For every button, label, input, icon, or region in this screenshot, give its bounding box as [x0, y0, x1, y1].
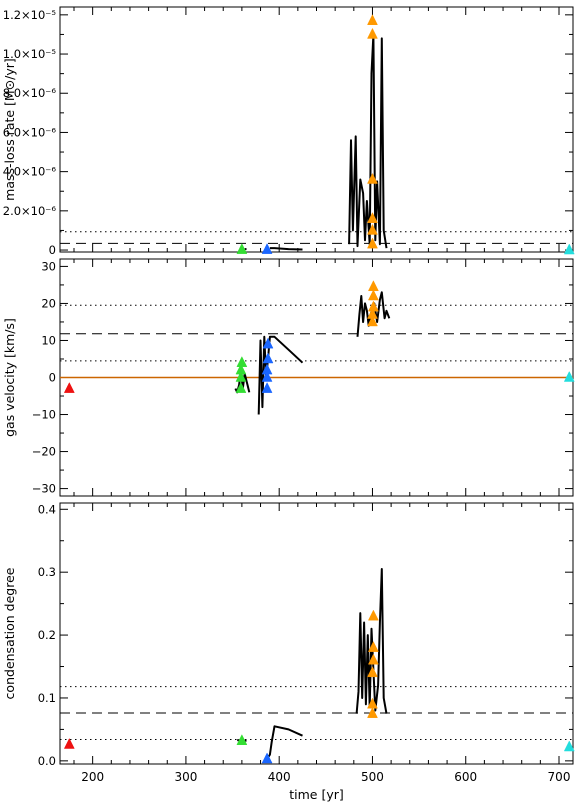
data-marker-triangle	[235, 382, 247, 393]
y-tick-label: 2.0×10⁻⁶	[3, 204, 57, 218]
x-axis-label: time [yr]	[289, 787, 344, 802]
data-marker-triangle	[63, 382, 75, 393]
data-marker-triangle	[367, 27, 378, 39]
data-series-line	[266, 725, 303, 760]
y-tick-label: 1.2×10⁻⁵	[3, 8, 57, 22]
plot-frame	[59, 502, 574, 765]
data-marker-triangle	[235, 370, 247, 382]
y-tick-label: 0.4	[38, 502, 56, 516]
x-tick-label: 600	[454, 770, 477, 784]
data-marker-triangle	[367, 14, 378, 25]
data-marker-triangle	[563, 243, 575, 255]
y-axis-label: mass-loss rate [M⊙/yr]	[2, 58, 17, 201]
y-tick-label: −10	[32, 408, 56, 422]
condensation-panel: 200 300 400 500 600 700 0.0 0.1 0.2 0.3 0.4 condens…	[2, 502, 575, 802]
data-marker-triangle	[367, 707, 378, 718]
data-marker-triangle	[262, 337, 274, 349]
data-marker-triangle	[367, 666, 378, 678]
data-marker-triangle	[236, 243, 248, 254]
y-axis-label: gas velocity [km/s]	[2, 318, 17, 437]
data-marker-triangle	[261, 363, 273, 375]
data-marker-triangle	[367, 300, 379, 312]
data-marker-triangle	[236, 734, 248, 745]
data-marker-triangle	[367, 223, 378, 235]
y-tick-label: 0	[49, 243, 56, 257]
data-marker-triangle	[63, 737, 75, 749]
data-marker-triangle	[236, 356, 248, 367]
x-tick-label: 700	[548, 770, 571, 784]
y-tick-label: 10	[41, 333, 56, 347]
data-series-line	[269, 247, 303, 251]
y-tick-label: 0.1	[38, 691, 56, 705]
y-tick-label: 20	[41, 296, 56, 310]
y-tick-label: −30	[32, 482, 56, 496]
data-marker-triangle	[261, 382, 273, 393]
data-marker-triangle	[367, 212, 378, 223]
x-tick-label: 500	[361, 770, 384, 784]
data-marker-triangle	[261, 243, 273, 254]
y-tick-label: 8.0×10⁻⁶	[3, 86, 57, 100]
data-series-line	[355, 568, 388, 714]
data-marker-triangle	[367, 307, 378, 319]
y-tick-label: 0.0	[38, 754, 56, 768]
x-tick-label: 200	[81, 770, 104, 784]
data-series-line	[348, 33, 388, 249]
y-tick-label: −20	[32, 445, 56, 459]
data-marker-triangle	[367, 641, 379, 652]
data-marker-triangle	[367, 237, 378, 249]
data-marker-triangle	[367, 172, 378, 184]
data-marker-triangle	[262, 352, 274, 364]
x-tick-label: 400	[268, 770, 291, 784]
plot-frame	[59, 6, 574, 253]
data-marker-triangle	[367, 697, 378, 709]
y-tick-label: 0	[49, 371, 56, 385]
data-marker-triangle	[563, 370, 575, 382]
data-marker-triangle	[261, 370, 273, 382]
y-tick-label: 30	[41, 259, 56, 273]
y-tick-label: 4.0×10⁻⁶	[3, 165, 57, 179]
x-tick-label: 300	[174, 770, 197, 784]
y-tick-label: 6.0×10⁻⁶	[3, 125, 57, 139]
mass-loss-panel: 0 2.0×10⁻⁶ 4.0×10⁻⁶ 6.0×10⁻⁶ 8.0×10⁻⁶ 1.0×10⁻…	[2, 6, 575, 257]
velocity-panel: −30 −20 −10 0 10 20 30 gas velocity [km/s]	[2, 258, 575, 497]
data-marker-triangle	[563, 740, 575, 752]
data-marker-triangle	[367, 289, 379, 301]
y-axis-label: condensation degree	[2, 567, 17, 699]
data-marker-triangle	[261, 752, 273, 764]
y-tick-label: 0.2	[38, 628, 56, 642]
data-marker-triangle	[367, 653, 379, 665]
data-marker-triangle	[367, 280, 379, 292]
y-tick-label: 0.3	[38, 565, 56, 579]
data-marker-triangle	[367, 609, 379, 621]
data-marker-triangle	[235, 363, 247, 375]
data-marker-triangle	[367, 315, 378, 327]
y-tick-label: 1.0×10⁻⁵	[3, 47, 57, 61]
